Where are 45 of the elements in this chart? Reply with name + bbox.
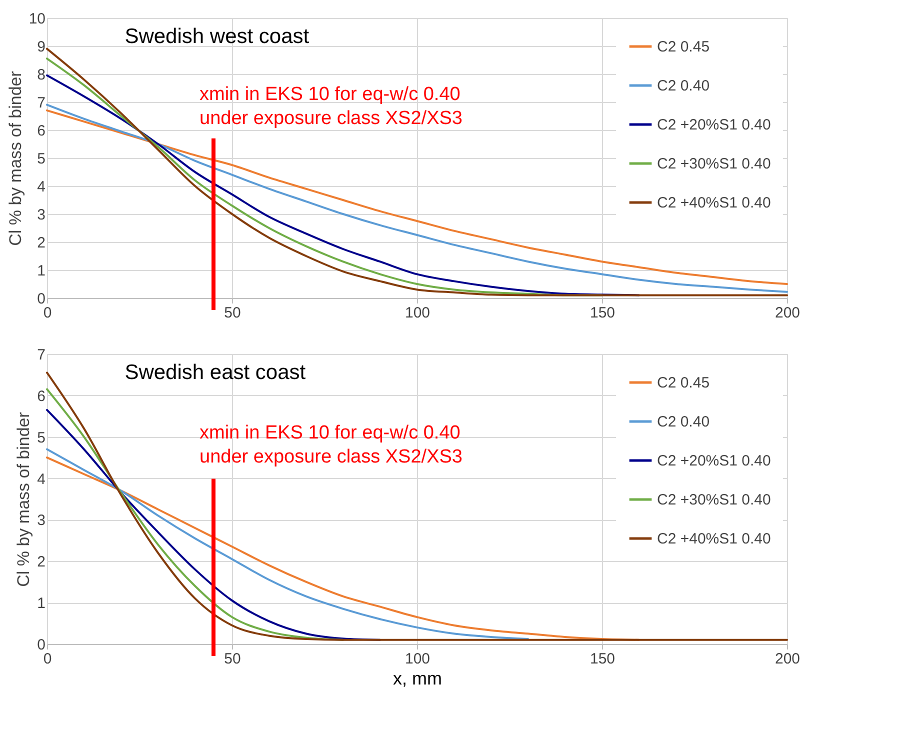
legend-label: C2 0.45 <box>657 38 710 56</box>
chart-title: Swedish west coast <box>124 25 310 48</box>
y-tick-label: 7 <box>37 346 46 364</box>
legend-label: C2 0.40 <box>657 414 710 430</box>
y-axis-title: Cl % by mass of binder <box>6 70 25 246</box>
legend-label: C2 +20%S1 0.40 <box>657 116 771 134</box>
y-tick-label: 4 <box>37 178 46 196</box>
y-tick-label: 0 <box>37 636 46 654</box>
y-tick-label: 5 <box>37 150 46 168</box>
x-tick-label: 50 <box>224 650 241 668</box>
ref-line-label: xmin in EKS 10 for eq-w/c 0.40 under exposure class XS2/XS3 <box>200 422 462 468</box>
x-tick-label: 150 <box>590 650 616 668</box>
x-tick-label: 100 <box>404 650 430 668</box>
y-tick-label: 1 <box>37 595 46 612</box>
y-tick-label: 10 <box>28 10 46 28</box>
y-tick-label: 9 <box>37 38 46 56</box>
legend-label: C2 0.45 <box>657 374 710 392</box>
y-tick-label: 6 <box>37 122 46 140</box>
legend-label: C2 +30%S1 0.40 <box>657 156 771 172</box>
line-series <box>46 448 529 640</box>
x-tick-label: 100 <box>404 304 430 322</box>
x-tick-label: 50 <box>224 304 241 322</box>
legend-label: C2 0.40 <box>657 78 710 94</box>
legend-label: C2 +40%S1 0.40 <box>657 194 771 212</box>
y-tick-label: 8 <box>37 66 46 84</box>
chart-title: Swedish east coast <box>124 361 306 384</box>
x-tick-label: 200 <box>774 304 800 322</box>
x-tick-label: 200 <box>774 650 800 668</box>
y-tick-label: 2 <box>37 554 46 571</box>
ref-line-label: xmin in EKS 10 for eq-w/c 0.40 under exposure class XS2/XS3 <box>200 84 462 130</box>
y-tick-label: 7 <box>37 94 46 112</box>
x-tick-label: 150 <box>590 304 616 322</box>
y-tick-label: 5 <box>37 429 46 446</box>
y-axis-title: Cl % by mass of binder <box>14 412 34 587</box>
y-tick-label: 4 <box>37 470 46 488</box>
legend-label: C2 +30%S1 0.40 <box>657 492 771 508</box>
y-tick-label: 3 <box>37 206 46 224</box>
y-tick-label: 2 <box>37 234 46 252</box>
y-tick-label: 1 <box>37 262 46 280</box>
y-tick-label: 6 <box>37 388 46 405</box>
legend-label: C2 +40%S1 0.40 <box>657 530 771 548</box>
x-axis-title: x, mm <box>393 668 442 688</box>
y-tick-label: 3 <box>37 512 46 530</box>
legend-label: C2 +20%S1 0.40 <box>657 452 771 470</box>
y-tick-label: 0 <box>37 290 46 308</box>
